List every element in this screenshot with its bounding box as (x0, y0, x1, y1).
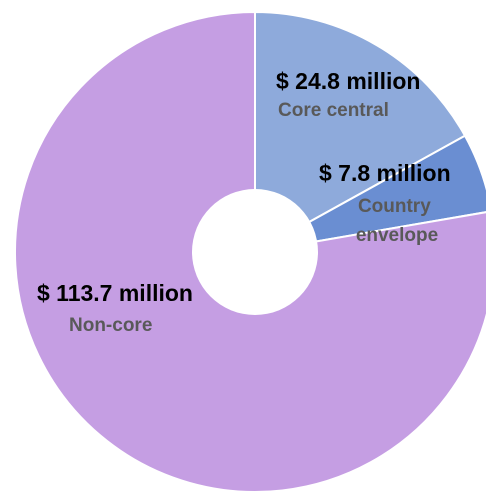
core-central-value-label: $ 24.8 million (276, 68, 420, 94)
center-hole (192, 189, 318, 315)
slice-country-envelope (254, 134, 486, 253)
non-core-value-label: $ 113.7 million (37, 280, 193, 306)
non-core-category-label: Non-core (69, 315, 152, 336)
country-envelope-category-label: Country envelope (356, 196, 438, 246)
core-central-category-label: Core central (278, 100, 389, 121)
country-envelope-value-label: $ 7.8 million (319, 160, 451, 186)
slice-core-central (254, 10, 467, 254)
country-envelope-category-line-2: envelope (356, 225, 438, 246)
country-envelope-category-line-1: Country (358, 196, 431, 217)
